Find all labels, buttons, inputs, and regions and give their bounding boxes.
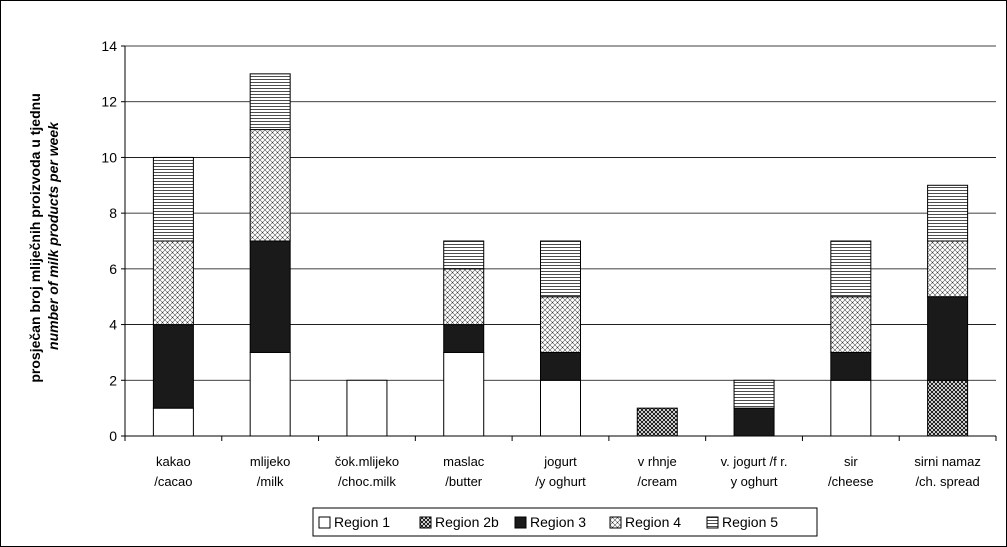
bar-segment bbox=[152, 324, 194, 409]
y-tick-label: 14 bbox=[101, 38, 117, 54]
x-tick-label: maslac/butter bbox=[443, 454, 485, 489]
bar-segment bbox=[152, 240, 194, 326]
bar-segment bbox=[249, 129, 291, 242]
bar-segment bbox=[733, 379, 775, 409]
x-tick-label: sir/cheese bbox=[828, 454, 874, 489]
bar-segment bbox=[443, 351, 485, 437]
bar-segment bbox=[636, 407, 678, 437]
bar-segment bbox=[249, 351, 291, 437]
legend-label: Region 3 bbox=[530, 514, 586, 530]
x-tick-label: v rhnje/cream bbox=[637, 454, 677, 489]
legend-swatch bbox=[514, 516, 527, 529]
bar-segment bbox=[443, 240, 485, 270]
legend-swatch bbox=[609, 516, 622, 529]
legend: Region 1 Region 2b Region 3 Region 4 Region … bbox=[312, 507, 818, 537]
bar-segment bbox=[830, 240, 872, 298]
x-tick-label: mlijeko/milk bbox=[250, 454, 290, 489]
bars-group bbox=[152, 73, 969, 437]
x-tick-label: kakao/cacao bbox=[154, 454, 192, 489]
legend-label: Region 1 bbox=[334, 514, 390, 530]
legend-label: Region 5 bbox=[722, 514, 778, 530]
axes-group bbox=[124, 46, 997, 441]
y-axis-label-line2: number of milk products per week bbox=[45, 121, 61, 350]
bar-segment bbox=[540, 296, 581, 353]
y-axis-label: prosječan broj mliječnih proizvoda u tje… bbox=[27, 89, 61, 382]
y-tick-label: 0 bbox=[109, 428, 117, 444]
legend-label: Region 2b bbox=[435, 514, 499, 530]
y-tick-label: 10 bbox=[101, 149, 117, 165]
bar-segment bbox=[927, 379, 969, 437]
legend-swatch bbox=[318, 516, 331, 529]
bar-segment bbox=[830, 351, 872, 381]
x-tick-label: sirni namaz/ch. spread bbox=[914, 454, 980, 489]
y-tick-label: 4 bbox=[109, 317, 117, 333]
y-tick-label: 2 bbox=[109, 372, 117, 388]
y-tick-label: 6 bbox=[109, 261, 117, 277]
legend-swatch bbox=[419, 516, 432, 529]
legend-swatch bbox=[706, 516, 719, 529]
y-tick-label: 8 bbox=[109, 205, 117, 221]
bar-segment bbox=[443, 324, 485, 353]
x-tick-label: jogurt/y oghurt bbox=[535, 454, 586, 489]
y-tick-labels: 0 2 4 6 8 10 12 14 bbox=[101, 38, 125, 444]
bar-segment bbox=[540, 351, 581, 381]
bar-segment bbox=[927, 240, 969, 298]
x-tick-labels: kakao/cacao mlijeko/milk čok.mlijeko/choc.… bbox=[154, 454, 981, 489]
bar-segment bbox=[927, 184, 969, 242]
bar-segment bbox=[830, 296, 872, 353]
legend-label: Region 4 bbox=[625, 514, 681, 530]
bar-segment bbox=[249, 73, 291, 131]
x-tick-label: čok.mlijeko/choc.milk bbox=[335, 454, 399, 489]
bar-segment bbox=[540, 379, 581, 437]
bar-segment bbox=[346, 379, 388, 437]
y-tick-label: 12 bbox=[101, 94, 117, 110]
y-axis-label-line1: prosječan broj mliječnih proizvoda u tje… bbox=[27, 93, 43, 382]
bar-segment bbox=[927, 296, 969, 381]
bar-segment bbox=[249, 240, 291, 353]
bar-segment bbox=[830, 379, 872, 437]
bar-segment bbox=[152, 156, 194, 242]
legend-box bbox=[312, 507, 818, 537]
bar-segment bbox=[733, 407, 775, 437]
x-tick-label: v. jogurt /f r. y oghurt bbox=[721, 454, 788, 489]
bar-segment bbox=[443, 268, 485, 326]
bar-segment bbox=[540, 240, 581, 298]
bar-segment bbox=[152, 407, 194, 437]
